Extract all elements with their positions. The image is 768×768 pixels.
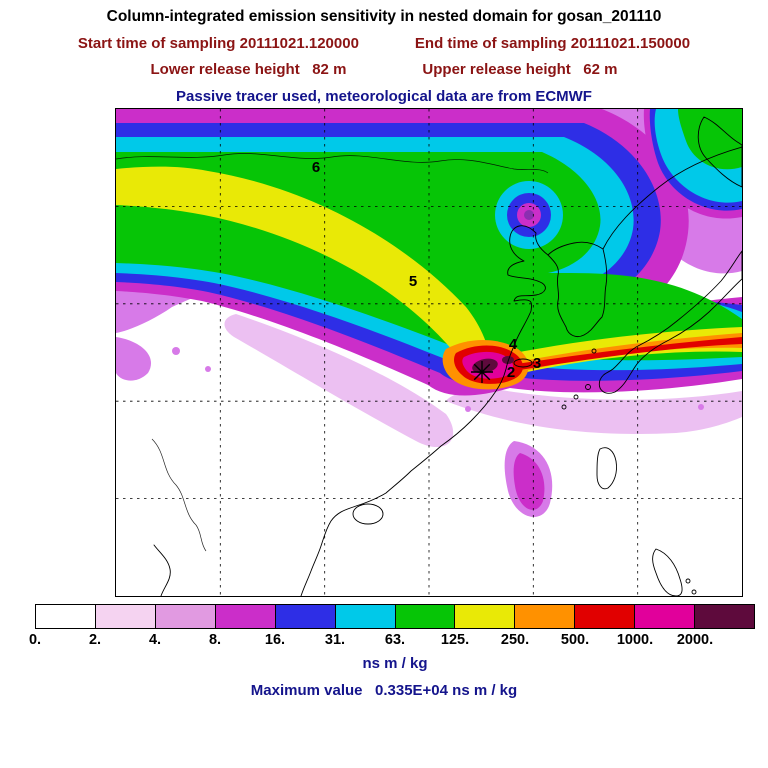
trajectory-label-3: 3 (533, 355, 541, 372)
colorbar (35, 604, 755, 629)
coastline-gulf-thailand (153, 544, 171, 596)
island-ryukyu-3 (585, 384, 591, 390)
colorbar-units: ns m / kg (362, 655, 428, 672)
sampling-time-line: Start time of sampling 20111021.120000 E… (0, 35, 768, 52)
trajectory-label-2: 2 (507, 364, 515, 381)
island-hainan (352, 503, 384, 525)
colorbar-segment (695, 605, 755, 628)
colorbar-segment (395, 605, 456, 628)
plume-field (116, 109, 742, 517)
colorbar-tick-label: 500. (560, 632, 590, 648)
colorbar-tick-label: 8. (208, 632, 222, 648)
trajectory-annotations: 6 5 4 2 3 (312, 159, 541, 383)
colorbar-segment (155, 605, 216, 628)
colorbar-tick-label: 1000. (616, 632, 654, 648)
island-philippines-2 (685, 578, 691, 584)
cyclone-eye (495, 181, 563, 249)
island-ryukyu-2 (573, 394, 579, 400)
emission-sensitivity-map: 6 5 4 2 3 (116, 109, 742, 596)
border-indochina (151, 438, 207, 552)
island-ryukyu-1 (561, 404, 567, 410)
coastline-china-vietnam (300, 225, 549, 596)
island-jeju (513, 358, 533, 368)
island-taiwan (596, 447, 617, 490)
coastline-korea (547, 241, 608, 338)
colorbar-tick-label: 2. (88, 632, 102, 648)
colorbar-tick-label: 31. (324, 632, 346, 648)
colorbar-segment (635, 605, 696, 628)
sampling-end-text: End time of sampling 20111021.150000 (414, 35, 691, 52)
colorbar-tick-label: 16. (264, 632, 286, 648)
coastline-hokkaido (697, 116, 742, 188)
colorbar-tick-label: 63. (384, 632, 406, 648)
trajectory-label-4: 4 (509, 336, 518, 353)
sampling-start-text: Start time of sampling 20111021.120000 (77, 35, 359, 52)
colorbar-segment (335, 605, 396, 628)
colorbar-tick-label: 2000. (676, 632, 714, 648)
island-tsushima (591, 348, 597, 354)
island-luzon (652, 548, 683, 596)
colorbar-tick-label: 125. (440, 632, 470, 648)
colorbar-segment (575, 605, 636, 628)
lower-release-text: Lower release height 82 m (150, 61, 347, 78)
source-marker-star (473, 363, 491, 381)
colorbar-segment (36, 605, 96, 628)
upper-release-text: Upper release height 62 m (422, 61, 618, 78)
colorbar-tick-label: 0. (28, 632, 42, 648)
coastline-japan (598, 250, 742, 394)
colorbar-segment (95, 605, 156, 628)
max-value-line: Maximum value 0.335E+04 ns m / kg (250, 682, 518, 699)
coastline-primorye (602, 146, 742, 250)
map-panel: 6 5 4 2 3 (115, 108, 743, 597)
tracer-info-line: Passive tracer used, meteorological data… (0, 88, 768, 105)
border-mongolia (116, 153, 549, 174)
tracer-info-text: Passive tracer used, meteorological data… (176, 88, 592, 105)
page-title: Column-integrated emission sensitivity i… (106, 8, 662, 25)
trajectory-label-5: 5 (409, 273, 417, 290)
colorbar-segment (215, 605, 276, 628)
colorbar-tick-label: 4. (148, 632, 162, 648)
coastlines (116, 116, 742, 596)
colorbar-segment (515, 605, 576, 628)
release-height-line: Lower release height 82 m Upper release … (0, 61, 768, 78)
island-philippines-3 (691, 589, 697, 595)
colorbar-tick-labels: 0. 2. 4. 8. 16. 31. 63. 125. 250. 500. 1000. 2000. (29, 632, 755, 650)
trajectory-label-6: 6 (312, 159, 320, 176)
colorbar-segment (275, 605, 336, 628)
colorbar-segment (455, 605, 516, 628)
colorbar-tick-label: 250. (500, 632, 530, 648)
